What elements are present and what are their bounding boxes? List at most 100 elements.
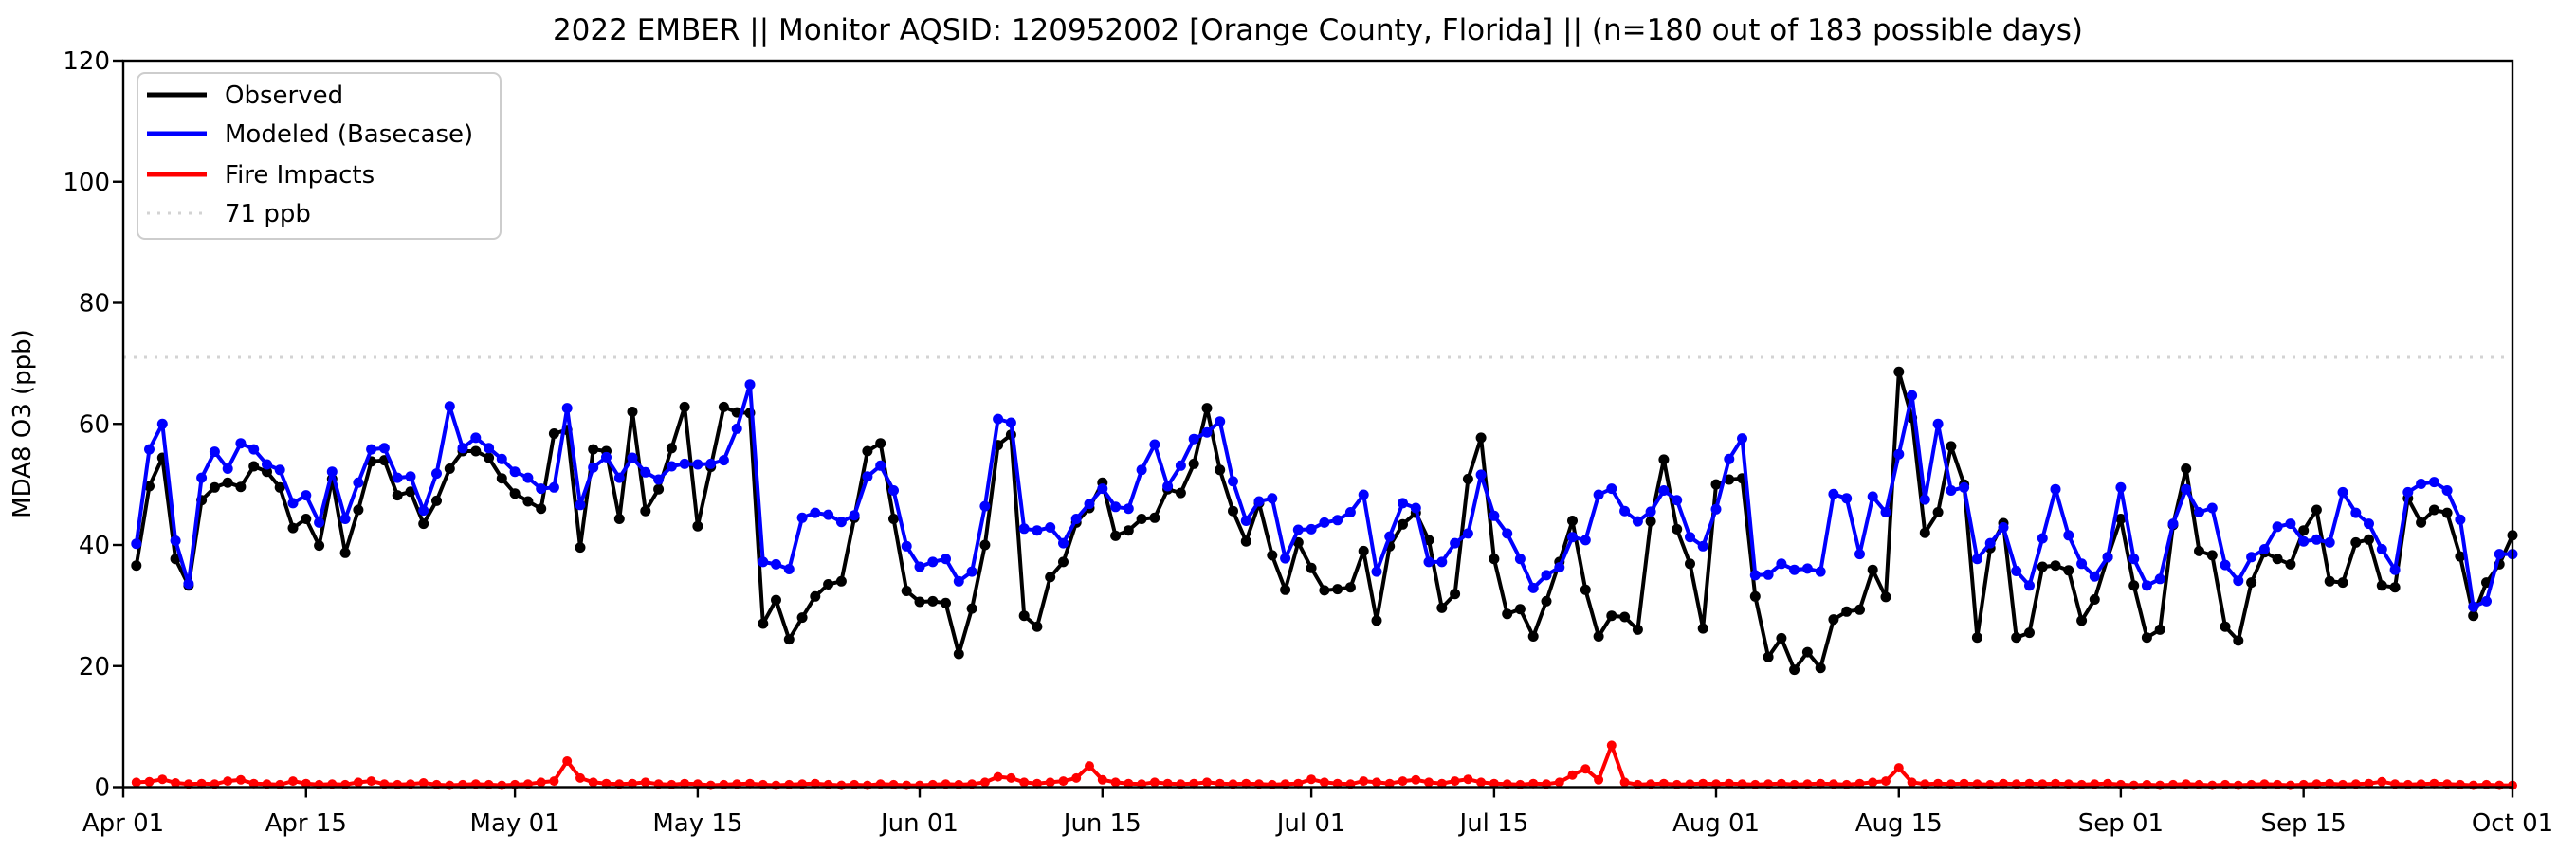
data-point	[835, 517, 847, 528]
data-point	[2089, 594, 2100, 605]
data-point	[914, 596, 925, 608]
data-point	[196, 472, 208, 483]
data-point	[392, 490, 403, 501]
data-point	[1815, 566, 1826, 577]
data-point	[627, 407, 638, 417]
data-point	[1959, 778, 1969, 789]
data-point	[1032, 778, 1042, 789]
data-point	[1801, 646, 1813, 658]
data-point	[1619, 611, 1631, 623]
data-point	[2207, 780, 2218, 790]
data-point	[1697, 623, 1708, 634]
data-point	[2376, 580, 2387, 591]
data-point	[223, 776, 233, 787]
data-point	[575, 542, 586, 554]
data-point	[1123, 525, 1134, 536]
data-point	[2233, 575, 2244, 587]
data-point	[1932, 418, 1944, 429]
data-point	[1344, 582, 1356, 593]
data-point	[366, 444, 377, 455]
data-point	[235, 481, 247, 493]
x-tick-label: Jun 15	[1062, 809, 1142, 838]
data-point	[287, 522, 299, 534]
data-point	[1932, 507, 1944, 517]
series-markers-modeled	[131, 379, 2518, 612]
data-point	[1280, 553, 1291, 564]
data-point	[1619, 777, 1630, 788]
data-point	[1423, 556, 1434, 568]
data-point	[1893, 763, 1904, 773]
data-point	[2076, 558, 2088, 570]
data-point	[1058, 556, 1069, 568]
data-point	[509, 466, 521, 478]
data-point	[1919, 527, 1930, 538]
data-point	[1567, 532, 1578, 543]
data-point	[1110, 530, 1122, 541]
data-point	[1998, 522, 2009, 533]
data-point	[2141, 580, 2152, 591]
data-point	[1527, 582, 1539, 593]
data-point	[705, 458, 717, 469]
data-point	[1828, 488, 1839, 499]
data-point	[1005, 417, 1016, 428]
data-point	[1658, 485, 1670, 496]
data-point	[1045, 777, 1055, 788]
data-point	[2416, 479, 2427, 489]
data-point	[1384, 531, 1396, 542]
data-point	[2377, 776, 2387, 787]
legend: Observed Modeled (Basecase) Fire Impacts 71…	[137, 72, 502, 240]
data-point	[1149, 512, 1160, 523]
data-point	[1319, 777, 1329, 788]
data-point	[274, 481, 285, 493]
data-point	[2376, 544, 2387, 554]
data-point	[2272, 554, 2283, 565]
legend-item-fire-impacts: Fire Impacts	[147, 161, 375, 190]
data-point	[1645, 506, 1656, 517]
data-point	[1436, 602, 1448, 613]
data-point	[1358, 545, 1369, 556]
data-point	[718, 401, 729, 412]
x-tick-label: Apr 01	[82, 809, 164, 838]
data-point	[1658, 454, 1670, 465]
data-point	[1749, 590, 1761, 602]
data-point	[914, 561, 925, 572]
data-point	[2455, 514, 2466, 525]
data-point	[1710, 479, 1722, 490]
data-point	[1816, 778, 1826, 789]
data-point	[1685, 558, 1695, 570]
data-point	[235, 438, 247, 449]
data-point	[653, 474, 665, 485]
data-point	[536, 483, 547, 495]
data-point	[2428, 504, 2439, 516]
data-point	[744, 379, 756, 390]
data-point	[2325, 778, 2335, 789]
data-point	[2194, 545, 2204, 556]
data-point	[509, 488, 521, 499]
data-point	[1933, 778, 1944, 789]
data-point	[2102, 552, 2113, 563]
data-point	[1306, 562, 1317, 573]
chart-title: 2022 EMBER || Monitor AQSID: 120952002 […	[553, 13, 2083, 47]
data-point	[966, 566, 977, 577]
data-point	[366, 776, 376, 787]
data-point	[1789, 664, 1800, 676]
data-point	[562, 756, 573, 766]
data-point	[783, 564, 795, 574]
data-point	[2324, 536, 2335, 548]
data-point	[1828, 614, 1839, 626]
data-point	[1241, 778, 1251, 789]
data-point	[588, 777, 598, 788]
legend-item-label: Observed	[225, 82, 343, 110]
data-point	[796, 612, 808, 624]
data-point	[1541, 570, 1552, 581]
data-point	[771, 594, 781, 606]
data-point	[2364, 518, 2374, 530]
data-point	[2298, 525, 2310, 536]
data-point	[901, 540, 912, 552]
data-point	[901, 586, 912, 596]
data-point	[1697, 540, 1708, 552]
data-point	[1371, 615, 1382, 626]
data-point	[1423, 535, 1434, 546]
data-point	[1854, 604, 1865, 615]
